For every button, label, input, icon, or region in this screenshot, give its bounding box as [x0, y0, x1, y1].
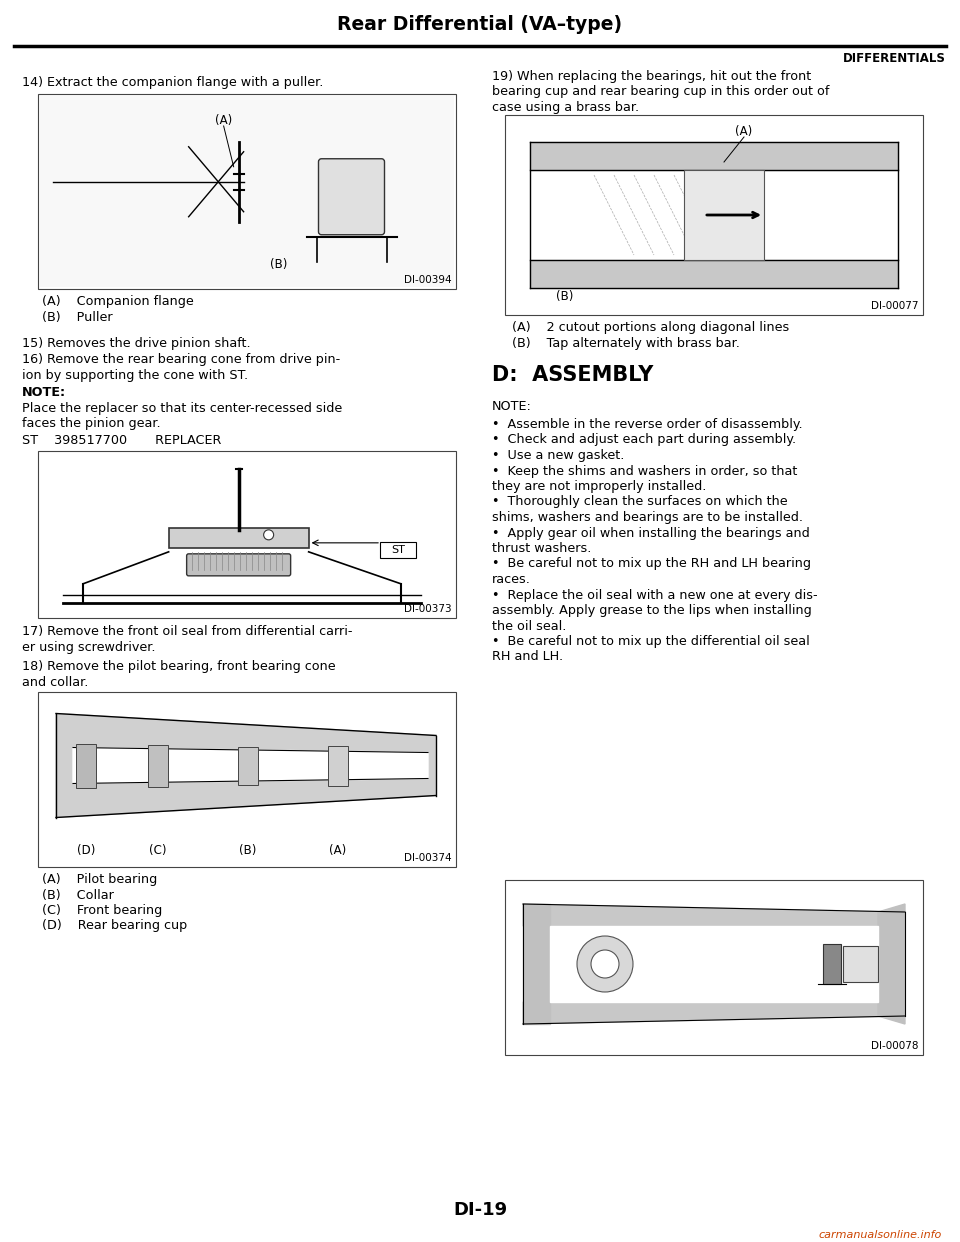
- FancyBboxPatch shape: [380, 542, 416, 558]
- Text: RH and LH.: RH and LH.: [492, 651, 564, 663]
- Text: (A): (A): [329, 845, 347, 857]
- Text: and collar.: and collar.: [22, 676, 88, 688]
- Bar: [38, 692, 456, 867]
- Text: case using a brass bar.: case using a brass bar.: [492, 101, 639, 114]
- Text: (B)    Tap alternately with brass bar.: (B) Tap alternately with brass bar.: [512, 337, 740, 349]
- Text: (C): (C): [149, 845, 167, 857]
- Text: (A)    Companion flange: (A) Companion flange: [42, 296, 194, 308]
- Text: D:  ASSEMBLY: D: ASSEMBLY: [492, 365, 654, 385]
- Text: thrust washers.: thrust washers.: [492, 542, 591, 555]
- Text: (D)    Rear bearing cup: (D) Rear bearing cup: [42, 919, 187, 933]
- Circle shape: [577, 936, 633, 992]
- Text: assembly. Apply grease to the lips when installing: assembly. Apply grease to the lips when …: [492, 604, 812, 617]
- Polygon shape: [550, 927, 878, 1002]
- Text: (B)    Collar: (B) Collar: [42, 888, 114, 902]
- Text: •  Be careful not to mix up the differential oil seal: • Be careful not to mix up the different…: [492, 635, 809, 648]
- Circle shape: [264, 530, 274, 540]
- FancyBboxPatch shape: [319, 159, 385, 235]
- Text: DI-00078: DI-00078: [872, 1041, 919, 1051]
- Polygon shape: [530, 142, 898, 170]
- Bar: [238, 746, 258, 785]
- Text: ST    398517700       REPLACER: ST 398517700 REPLACER: [22, 433, 222, 447]
- Text: •  Be careful not to mix up the RH and LH bearing: • Be careful not to mix up the RH and LH…: [492, 558, 811, 570]
- Text: ST: ST: [391, 545, 405, 555]
- Text: •  Assemble in the reverse order of disassembly.: • Assemble in the reverse order of disas…: [492, 419, 803, 431]
- Text: •  Use a new gasket.: • Use a new gasket.: [492, 450, 624, 462]
- Bar: [148, 744, 168, 786]
- Bar: [505, 881, 923, 1054]
- Text: the oil seal.: the oil seal.: [492, 620, 566, 632]
- Text: ion by supporting the cone with ST.: ion by supporting the cone with ST.: [22, 369, 248, 381]
- Text: (B): (B): [556, 289, 574, 303]
- Text: (A)    Pilot bearing: (A) Pilot bearing: [42, 873, 157, 886]
- FancyBboxPatch shape: [186, 554, 291, 576]
- Polygon shape: [878, 904, 905, 1023]
- Text: DI-00077: DI-00077: [872, 301, 919, 310]
- Bar: [38, 451, 456, 619]
- Text: they are not improperly installed.: they are not improperly installed.: [492, 479, 707, 493]
- Bar: [843, 946, 878, 982]
- Bar: [684, 170, 764, 260]
- Text: (B): (B): [270, 258, 287, 271]
- Text: DI-19: DI-19: [453, 1201, 507, 1218]
- Text: 17) Remove the front oil seal from differential carri-: 17) Remove the front oil seal from diffe…: [22, 625, 352, 638]
- Text: NOTE:: NOTE:: [22, 386, 66, 399]
- Bar: [823, 944, 841, 984]
- Polygon shape: [530, 260, 898, 288]
- Text: (C)    Front bearing: (C) Front bearing: [42, 904, 162, 917]
- Text: DI-00373: DI-00373: [404, 604, 452, 614]
- Text: DIFFERENTIALS: DIFFERENTIALS: [843, 52, 946, 65]
- Polygon shape: [523, 1002, 903, 1023]
- Text: carmanualsonline.info: carmanualsonline.info: [819, 1230, 942, 1240]
- Text: 19) When replacing the bearings, hit out the front: 19) When replacing the bearings, hit out…: [492, 70, 811, 83]
- Bar: [328, 745, 348, 785]
- Text: bearing cup and rear bearing cup in this order out of: bearing cup and rear bearing cup in this…: [492, 86, 829, 98]
- Text: 14) Extract the companion flange with a puller.: 14) Extract the companion flange with a …: [22, 76, 324, 89]
- Bar: [169, 528, 309, 548]
- Text: Place the replacer so that its center-recessed side: Place the replacer so that its center-re…: [22, 402, 343, 415]
- Text: •  Thoroughly clean the surfaces on which the: • Thoroughly clean the surfaces on which…: [492, 496, 787, 508]
- Text: shims, washers and bearings are to be installed.: shims, washers and bearings are to be in…: [492, 510, 803, 524]
- Text: •  Replace the oil seal with a new one at every dis-: • Replace the oil seal with a new one at…: [492, 589, 818, 601]
- Polygon shape: [523, 904, 550, 1023]
- Circle shape: [591, 950, 619, 977]
- Polygon shape: [523, 904, 903, 927]
- Text: •  Check and adjust each part during assembly.: • Check and adjust each part during asse…: [492, 433, 796, 447]
- Text: (A)    2 cutout portions along diagonal lines: (A) 2 cutout portions along diagonal lin…: [512, 320, 789, 334]
- Text: (B): (B): [239, 845, 256, 857]
- Text: Rear Differential (VA–type): Rear Differential (VA–type): [337, 15, 623, 34]
- Text: faces the pinion gear.: faces the pinion gear.: [22, 417, 160, 431]
- Text: (A): (A): [215, 114, 232, 127]
- Text: (A): (A): [735, 125, 753, 138]
- Text: (D): (D): [77, 845, 95, 857]
- Text: 15) Removes the drive pinion shaft.: 15) Removes the drive pinion shaft.: [22, 337, 251, 350]
- Polygon shape: [56, 713, 436, 817]
- Text: 16) Remove the rear bearing cone from drive pin-: 16) Remove the rear bearing cone from dr…: [22, 353, 340, 366]
- Text: NOTE:: NOTE:: [492, 400, 532, 414]
- Text: (B)    Puller: (B) Puller: [42, 310, 112, 323]
- Bar: [38, 94, 456, 289]
- Polygon shape: [73, 748, 428, 784]
- Text: er using screwdriver.: er using screwdriver.: [22, 641, 156, 653]
- Bar: [76, 744, 96, 787]
- Text: DI-00394: DI-00394: [404, 274, 452, 284]
- Bar: [505, 116, 923, 315]
- Text: races.: races.: [492, 573, 531, 586]
- Text: •  Keep the shims and washers in order, so that: • Keep the shims and washers in order, s…: [492, 465, 798, 477]
- Bar: [40, 96, 454, 287]
- Text: 18) Remove the pilot bearing, front bearing cone: 18) Remove the pilot bearing, front bear…: [22, 660, 336, 673]
- Text: •  Apply gear oil when installing the bearings and: • Apply gear oil when installing the bea…: [492, 527, 809, 539]
- Text: DI-00374: DI-00374: [404, 853, 452, 863]
